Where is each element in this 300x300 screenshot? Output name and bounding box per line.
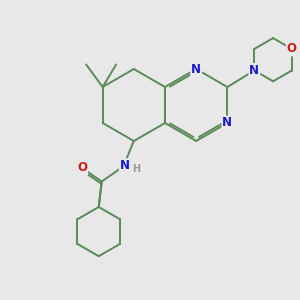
Text: N: N bbox=[120, 159, 130, 172]
Text: O: O bbox=[77, 161, 87, 175]
Text: N: N bbox=[222, 116, 233, 130]
Text: N: N bbox=[249, 64, 260, 77]
Text: H: H bbox=[132, 164, 140, 174]
Text: O: O bbox=[287, 42, 297, 56]
Text: N: N bbox=[191, 62, 201, 76]
